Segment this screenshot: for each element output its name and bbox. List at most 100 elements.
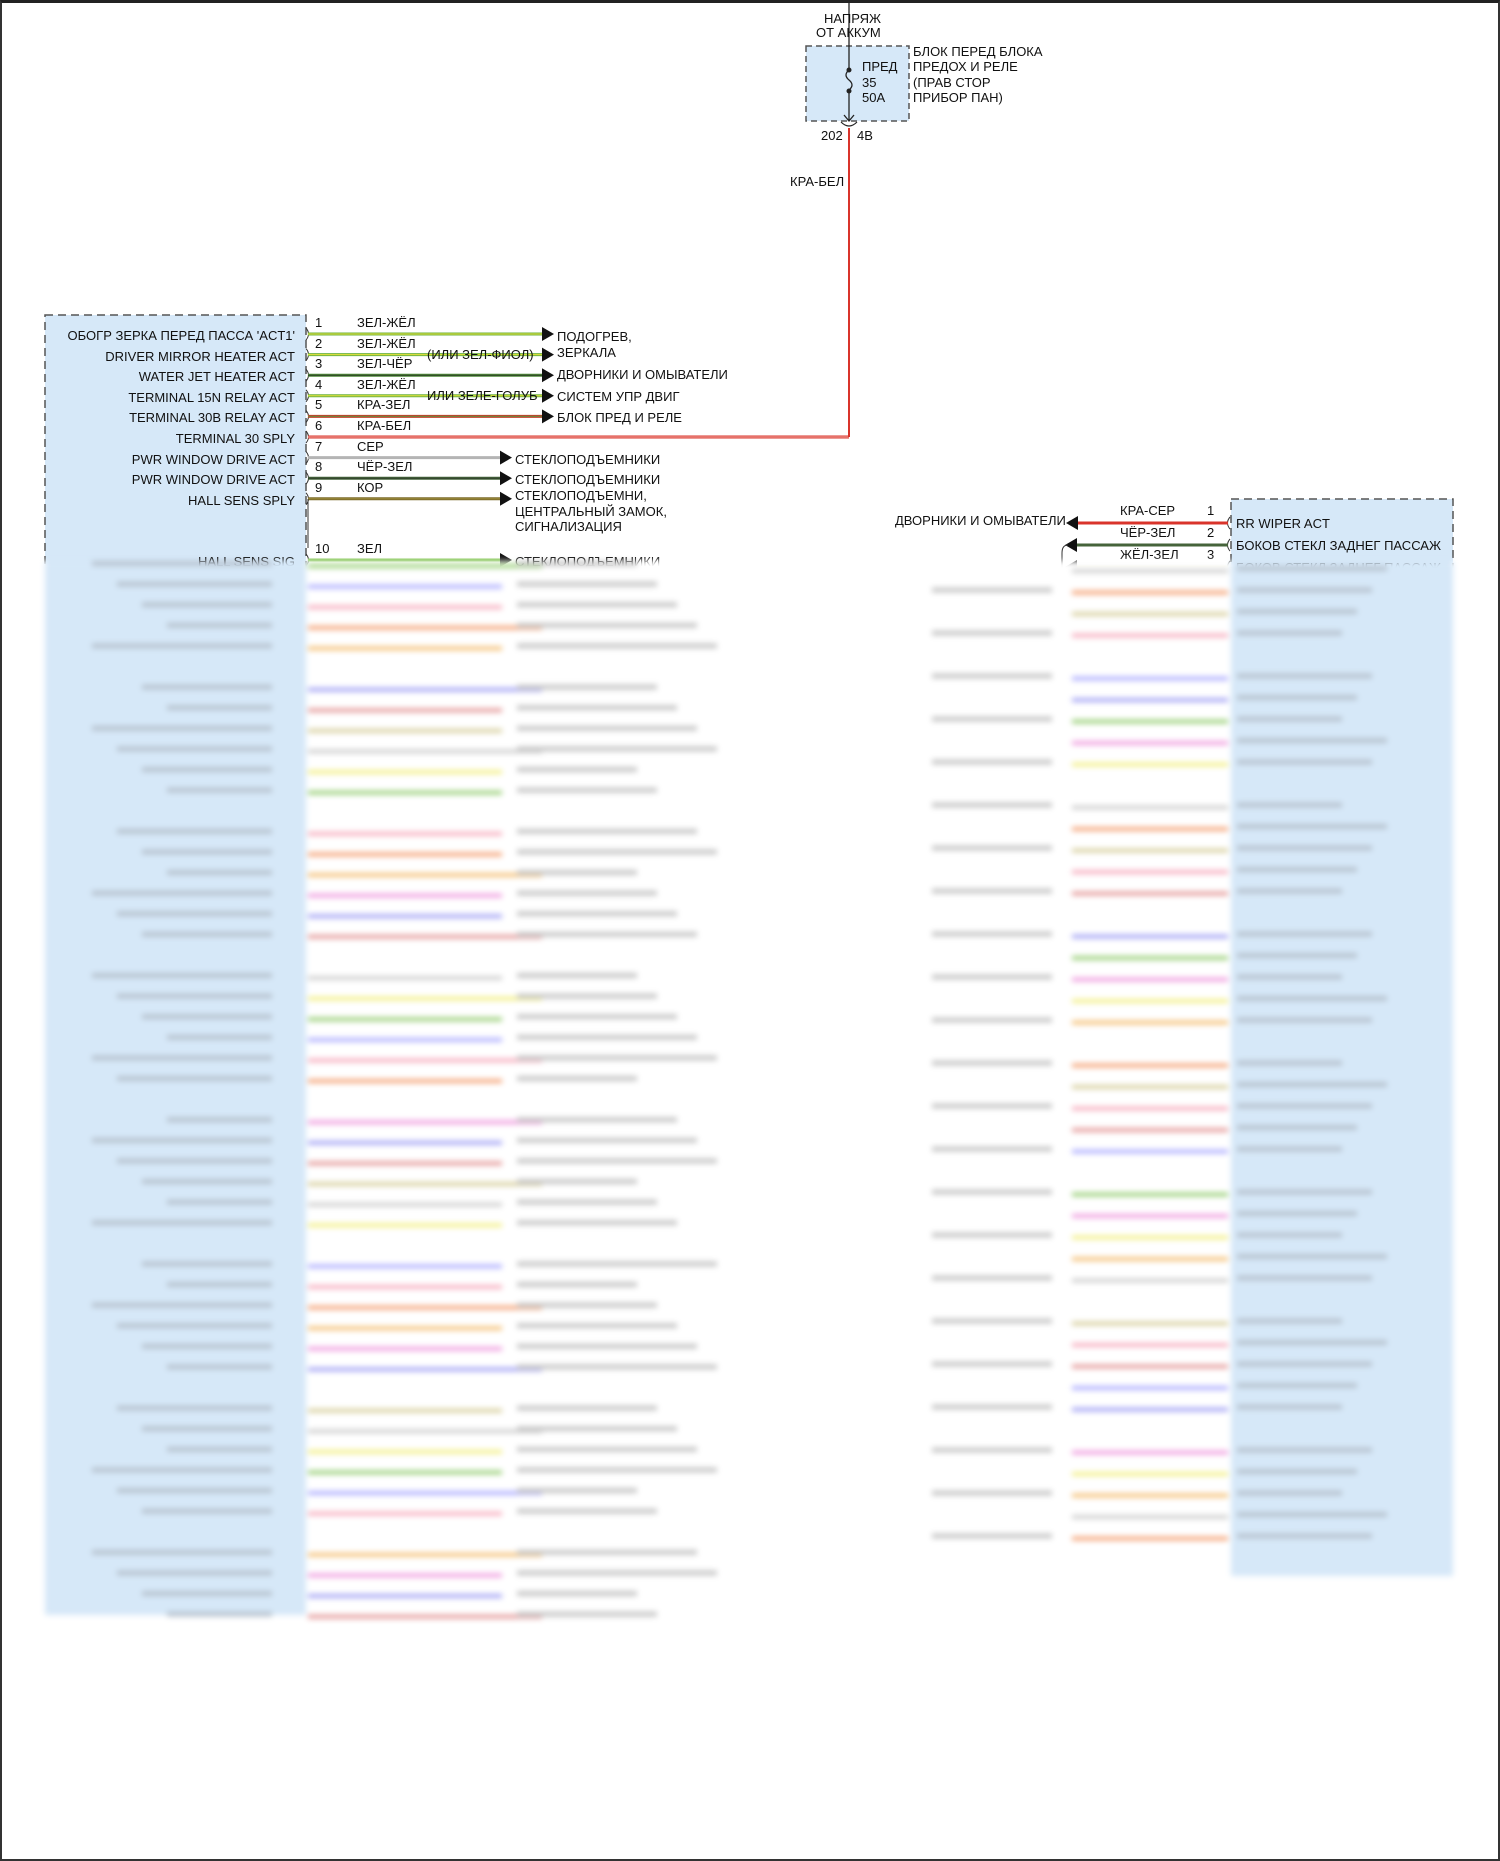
- obscured-label: [517, 828, 697, 834]
- obscured-label: [517, 1549, 697, 1555]
- obscured-label: [1237, 888, 1342, 894]
- fuse-block-label-4: ПРИБОР ПАН): [913, 90, 1003, 105]
- obscured-label: [517, 973, 637, 978]
- obscured-label: [142, 849, 272, 855]
- obscured-label: [117, 1076, 272, 1081]
- obscured-label: [517, 849, 717, 855]
- power-source-label-2: ОТ АККУМ: [816, 25, 881, 40]
- obscured-label: [1237, 931, 1372, 937]
- wire-color-label: ЗЕЛ-ЧЁР: [357, 356, 413, 372]
- wire-alt-color-note: ИЛИ ЗЕЛЕ-ГОЛУБ: [427, 387, 538, 403]
- obscured-label: [517, 1343, 697, 1349]
- obscured-label: [517, 1302, 657, 1308]
- obscured-label: [142, 767, 272, 772]
- obscured-label: [1237, 1082, 1387, 1087]
- obscured-label: [932, 931, 1052, 937]
- pin-number: 8: [315, 459, 323, 475]
- pin-number: 5: [315, 397, 323, 413]
- wire-color-label: КРА-СЕР: [1120, 503, 1176, 518]
- obscured-label: [92, 561, 272, 566]
- pin-signal-label: DRIVER MIRROR HEATER ACT: [105, 348, 295, 364]
- obscured-label: [117, 828, 272, 834]
- obscured-label: [167, 1282, 272, 1287]
- obscured-diagram-region: [2, 561, 1498, 1859]
- arrow-icon: [1066, 516, 1078, 530]
- obscured-label: [1237, 587, 1372, 593]
- obscured-label: [142, 1179, 272, 1184]
- obscured-label: [517, 1055, 717, 1061]
- obscured-label: [167, 1199, 272, 1205]
- obscured-label: [517, 767, 637, 772]
- obscured-label: [92, 1137, 272, 1143]
- obscured-label: [932, 1275, 1052, 1281]
- pin-signal-label: TERMINAL 30B RELAY ACT: [129, 410, 295, 426]
- arrow-icon: [542, 388, 554, 403]
- obscured-label: [517, 1158, 717, 1164]
- fuse-block-label-2: ПРЕДОХ И РЕЛЕ: [913, 59, 1018, 74]
- obscured-label: [1237, 1211, 1357, 1216]
- wire-color-label: ЗЕЛ: [357, 541, 383, 556]
- obscured-label: [517, 725, 697, 731]
- wire-alt-color-note: (ИЛИ ЗЕЛ-ФИОЛ): [427, 346, 534, 362]
- fuse-label-1: ПРЕД: [862, 59, 898, 74]
- obscured-label: [517, 561, 637, 566]
- obscured-label: [517, 993, 657, 999]
- obscured-label: [142, 684, 272, 690]
- fuse-label-3: 50A: [862, 90, 886, 105]
- obscured-label: [1237, 1254, 1387, 1259]
- obscured-label: [1237, 1361, 1372, 1367]
- obscured-label: [517, 622, 697, 628]
- obscured-label: [1237, 695, 1357, 700]
- obscured-label: [142, 602, 272, 608]
- fuse-icon: [845, 69, 853, 91]
- fuse-block-box: [805, 45, 910, 122]
- arrow-icon: [1065, 538, 1077, 552]
- obscured-label: [117, 911, 272, 917]
- obscured-label: [1237, 867, 1357, 872]
- obscured-label: [517, 1220, 677, 1226]
- obscured-label: [517, 1467, 717, 1473]
- obscured-label: [117, 746, 272, 752]
- obscured-label: [1237, 1017, 1372, 1023]
- obscured-label: [517, 1179, 637, 1184]
- obscured-label: [117, 1158, 272, 1164]
- pin-number: 1: [315, 315, 323, 330]
- connector-id-202: 202: [821, 128, 843, 143]
- obscured-label: [517, 1591, 637, 1596]
- obscured-label: [932, 1103, 1052, 1109]
- pin-number: 7: [315, 438, 323, 454]
- obscured-label: [932, 888, 1052, 894]
- obscured-label: [92, 643, 272, 649]
- dest-heater-1: ПОДОГРЕВ,: [557, 329, 632, 344]
- obscured-label: [167, 1117, 272, 1123]
- power-source-label-1: НАПРЯЖ: [824, 11, 882, 26]
- supply-wire-color: КРА-БЕЛ: [790, 174, 845, 189]
- fuse-label-2: 35: [862, 75, 877, 90]
- pin-number: 4: [315, 376, 323, 392]
- obscured-label: [517, 911, 677, 917]
- obscured-label: [1237, 1512, 1387, 1517]
- wire-color-label: КРА-ЗЕЛ: [357, 397, 411, 413]
- dest-engine-control: СИСТЕМ УПР ДВИГ: [557, 389, 680, 404]
- pin-signal-label: БОКОВ СТЕКЛ ЗАДНЕГ ПАССАЖ: [1236, 538, 1441, 553]
- arrow-icon: [500, 450, 512, 465]
- obscured-label: [932, 974, 1052, 980]
- pin-signal-label: RR WIPER ACT: [1236, 516, 1330, 531]
- pin-signal-label: PWR WINDOW DRIVE ACT: [131, 472, 295, 488]
- obscured-label: [1237, 759, 1372, 765]
- wire-color-label: ЧЁР-ЗЕЛ: [1120, 525, 1176, 540]
- obscured-label: [1237, 996, 1387, 1001]
- obscured-label: [517, 1117, 677, 1123]
- obscured-label: [167, 787, 272, 793]
- obscured-label: [117, 1323, 272, 1329]
- obscured-label: [517, 1323, 677, 1329]
- arrow-icon: [542, 409, 554, 424]
- arrow-icon: [542, 327, 554, 341]
- pin-number: 10: [315, 541, 330, 556]
- obscured-label: [92, 973, 272, 978]
- obscured-label: [932, 1232, 1052, 1238]
- obscured-label: [167, 705, 272, 711]
- obscured-label: [932, 673, 1052, 679]
- wire-color-label: КРА-БЕЛ: [357, 418, 412, 433]
